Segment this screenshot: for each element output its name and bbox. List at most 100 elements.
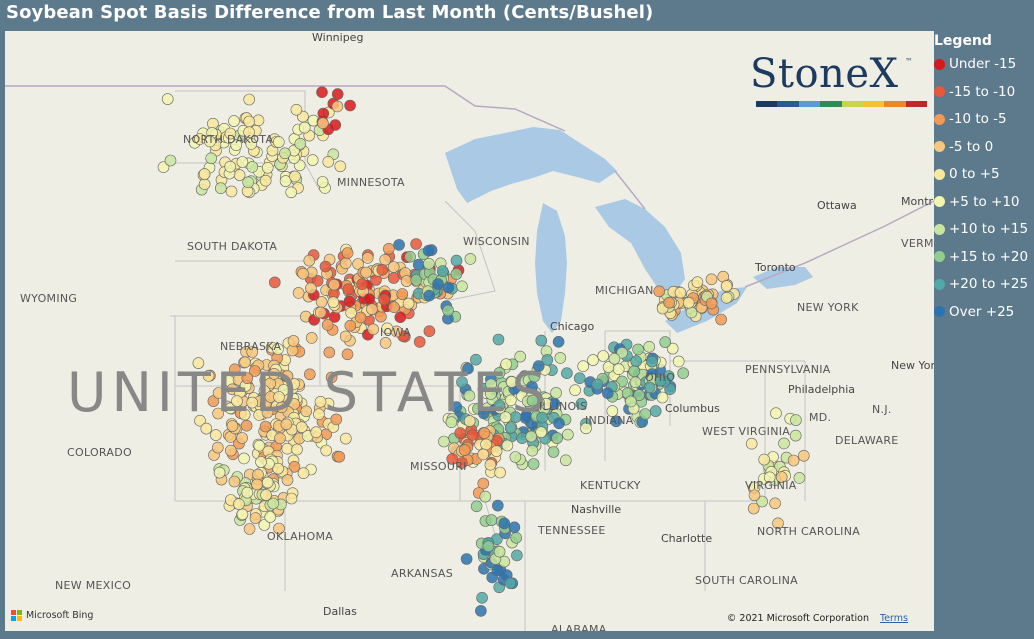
basis-point-marker xyxy=(205,152,217,165)
legend-swatch-dot xyxy=(934,251,945,262)
basis-point-marker xyxy=(381,322,394,335)
basis-point-marker xyxy=(281,442,294,455)
basis-point-marker xyxy=(274,432,286,445)
basis-point-marker xyxy=(367,323,380,336)
basis-point-marker xyxy=(720,280,733,292)
lake-michigan xyxy=(535,203,567,333)
legend-swatch-dot xyxy=(934,113,945,125)
basis-point-marker xyxy=(240,419,253,432)
great-lakes xyxy=(445,127,813,333)
basis-point-marker xyxy=(458,444,471,456)
basis-point-marker xyxy=(200,422,213,435)
basis-point-marker xyxy=(553,417,565,430)
legend-label: +20 to +25 xyxy=(949,276,1029,292)
basis-point-marker xyxy=(261,476,274,489)
basis-point-marker xyxy=(525,430,538,443)
bing-attribution[interactable]: Microsoft Bing xyxy=(11,610,93,621)
basis-point-marker xyxy=(212,441,224,454)
basis-point-marker xyxy=(394,311,407,324)
basis-point-marker xyxy=(297,467,310,480)
basemap[interactable]: UNITED STATES Winnipeg NORTH DAKOTA MINN… xyxy=(5,31,934,631)
state-label-south-carolina: SOUTH CAROLINA xyxy=(695,574,799,587)
state-label-virginia: VIRGINIA xyxy=(745,479,797,492)
basis-point-marker xyxy=(643,340,656,353)
basis-point-marker xyxy=(343,295,356,308)
basis-point-marker xyxy=(273,522,285,535)
basis-point-marker xyxy=(630,355,643,368)
basis-point-marker xyxy=(202,370,215,382)
basis-point-marker xyxy=(685,306,698,319)
basis-point-marker xyxy=(316,176,329,188)
city-label-nashville: Nashville xyxy=(571,503,622,516)
basis-point-marker xyxy=(625,395,637,408)
basis-point-marker xyxy=(280,418,293,431)
basis-point-marker xyxy=(456,280,468,293)
basis-point-marker xyxy=(259,420,272,433)
basis-point-marker xyxy=(215,182,227,194)
state-label-missouri: MISSOURI xyxy=(410,460,467,473)
terms-link[interactable]: Terms xyxy=(880,613,908,624)
basis-point-marker xyxy=(344,319,357,332)
basis-point-marker xyxy=(317,117,329,129)
basis-point-marker xyxy=(238,408,251,421)
basis-point-marker xyxy=(413,336,426,348)
basis-point-marker xyxy=(319,260,332,273)
basis-point-marker xyxy=(331,100,344,113)
logo-bar-segment xyxy=(756,101,778,107)
basis-point-marker xyxy=(561,367,573,380)
basis-point-marker xyxy=(541,354,554,366)
basis-point-marker xyxy=(470,500,483,513)
basis-point-marker xyxy=(238,452,250,465)
basis-point-marker xyxy=(279,147,291,160)
basis-point-marker xyxy=(504,577,517,590)
legend-swatch-dot xyxy=(934,223,945,235)
basis-point-marker xyxy=(573,372,586,385)
basis-point-marker xyxy=(387,272,400,284)
basis-point-marker xyxy=(442,281,455,294)
basis-point-marker xyxy=(341,348,354,361)
basis-point-marker xyxy=(475,605,487,617)
basis-point-marker xyxy=(748,489,761,502)
legend-label: +15 to +20 xyxy=(949,248,1029,265)
basis-point-marker xyxy=(532,360,545,372)
basis-point-marker xyxy=(477,477,490,490)
basis-point-marker xyxy=(492,333,505,346)
state-label-wyoming: WYOMING xyxy=(20,292,78,305)
basis-point-marker xyxy=(400,275,413,287)
basis-point-marker xyxy=(288,460,301,473)
legend-label: -5 to 0 xyxy=(949,138,994,155)
basis-point-marker xyxy=(329,119,342,131)
basis-point-marker xyxy=(769,497,781,510)
state-label-illinois: ILLINOIS xyxy=(539,400,588,413)
basis-point-marker xyxy=(241,486,254,499)
basis-point-marker xyxy=(268,276,281,289)
city-label-ottawa: Ottawa xyxy=(817,199,857,212)
basis-point-marker xyxy=(793,472,806,484)
basis-point-marker xyxy=(633,389,645,401)
state-label-vermont: VERMO xyxy=(901,237,934,250)
basis-point-marker xyxy=(287,335,300,347)
legend-item: +5 to +10 xyxy=(934,191,1020,213)
basis-point-marker xyxy=(194,414,206,427)
basis-point-marker xyxy=(352,258,364,270)
basis-point-marker xyxy=(361,252,374,264)
basis-point-marker xyxy=(164,154,177,167)
basis-point-marker xyxy=(317,107,330,120)
basis-point-marker xyxy=(236,508,249,521)
basis-point-marker xyxy=(775,471,788,483)
basis-point-marker xyxy=(559,454,572,467)
basis-point-marker xyxy=(460,553,473,565)
city-label-toronto: Toronto xyxy=(755,261,796,274)
basis-point-marker xyxy=(251,478,263,491)
logo-bar-segment xyxy=(841,101,863,107)
basis-point-marker xyxy=(462,362,474,375)
basis-point-marker xyxy=(601,387,614,400)
logo-bar-segment xyxy=(905,101,928,107)
city-label-montreal: Montr xyxy=(901,195,934,208)
state-label-oklahoma: OKLAHOMA xyxy=(267,530,334,543)
basis-point-marker xyxy=(255,456,267,468)
state-label-delaware: DELAWARE xyxy=(835,434,899,447)
basis-point-marker xyxy=(436,265,449,277)
map-canvas[interactable] xyxy=(5,31,934,631)
basis-point-marker xyxy=(628,365,641,378)
